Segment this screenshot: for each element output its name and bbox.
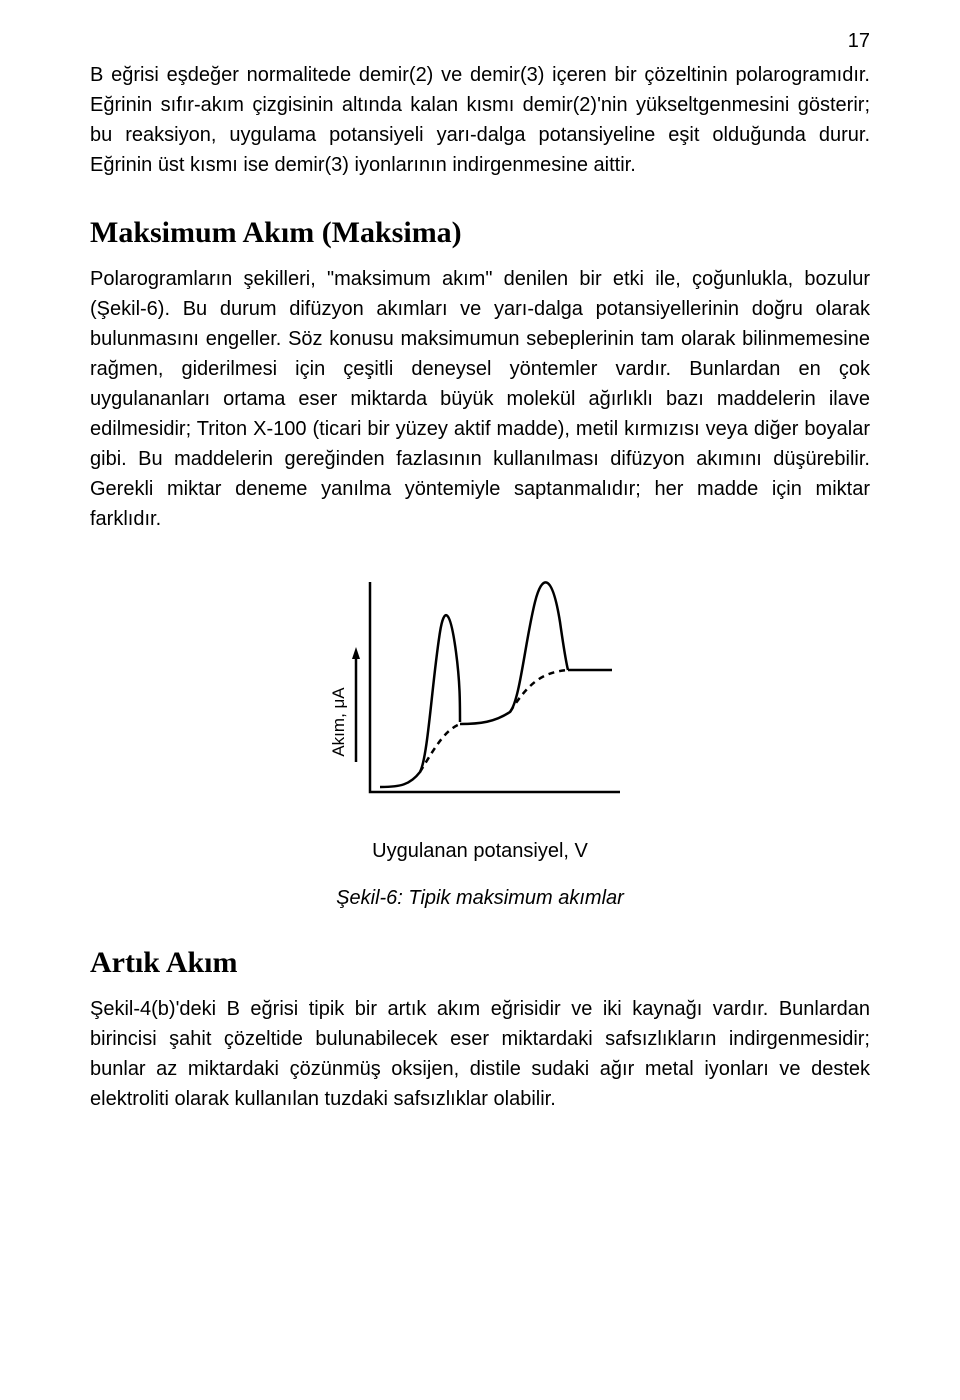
figure-caption: Şekil-6: Tipik maksimum akımlar <box>336 887 624 910</box>
section-artik-title: Artık Akım <box>90 946 870 980</box>
section-maksima-title: Maksimum Akım (Maksima) <box>90 216 870 250</box>
section-maksima-body: Polarogramların şekilleri, "maksimum akı… <box>90 264 870 534</box>
figure-xlabel: Uygulanan potansiyel, V <box>372 840 588 863</box>
page-number: 17 <box>848 30 870 53</box>
figure-6: Akım, μA Uygulanan potansiyel, V Şekil-6… <box>90 562 870 910</box>
polarogram-max-current-chart: Akım, μA <box>320 562 640 822</box>
intro-paragraph: B eğrisi eşdeğer normalitede demir(2) ve… <box>90 60 870 180</box>
svg-text:Akım, μA: Akım, μA <box>329 687 348 757</box>
section-artik-body: Şekil-4(b)'deki B eğrisi tipik bir artık… <box>90 994 870 1114</box>
